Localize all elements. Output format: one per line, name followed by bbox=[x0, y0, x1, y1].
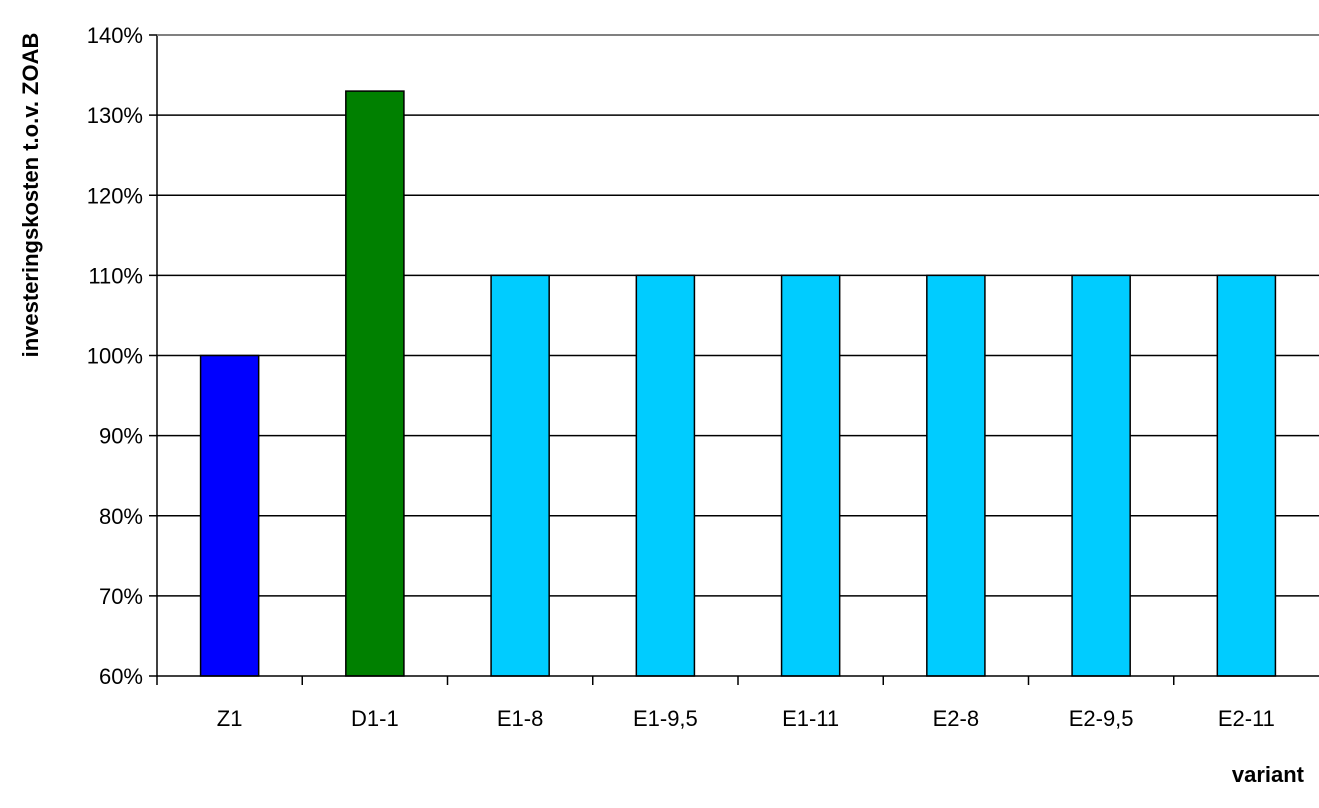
y-tick-label: 140% bbox=[87, 23, 143, 48]
bar-E2-11 bbox=[1216, 274, 1277, 677]
bar-E2-9,5 bbox=[1071, 274, 1131, 677]
y-tick-label: 60% bbox=[99, 664, 143, 689]
y-tick-label: 70% bbox=[99, 584, 143, 609]
x-tick-label: Z1 bbox=[217, 706, 243, 731]
y-axis-title: investeringskosten t.o.v. ZOAB bbox=[18, 33, 43, 358]
bar-E1-9,5 bbox=[635, 274, 696, 677]
y-tick-label: 100% bbox=[87, 344, 143, 369]
x-axis-title: variant bbox=[1232, 762, 1305, 787]
bar-Z1 bbox=[199, 354, 260, 677]
y-tick-label: 110% bbox=[88, 263, 143, 288]
gridlines bbox=[157, 34, 1319, 597]
y-tick-label: 80% bbox=[99, 504, 143, 529]
bar-D1-1 bbox=[345, 90, 405, 677]
y-tick-label: 130% bbox=[87, 103, 143, 128]
bar-E2-8 bbox=[926, 274, 986, 677]
x-tick-label: E1-9,5 bbox=[633, 706, 698, 731]
x-tick-label: E2-8 bbox=[933, 706, 979, 731]
x-tick-label: D1-1 bbox=[351, 706, 399, 731]
x-tick-labels: Z1 D1-1 E1-8 E1-9,5 E1-11 E2-8 E2-9,5 E2-11 bbox=[217, 706, 1275, 731]
y-tick-labels: 60% 70% 80% 90% 100% 110% 120% 130% 140% bbox=[87, 23, 143, 689]
x-tick-label: E2-9,5 bbox=[1069, 706, 1134, 731]
y-tick-label: 120% bbox=[87, 183, 143, 208]
bar-E1-11 bbox=[780, 274, 841, 677]
x-tick-label: E1-11 bbox=[782, 706, 839, 731]
axes bbox=[149, 34, 1319, 685]
y-tick-label: 90% bbox=[99, 424, 143, 449]
x-tick-label: E1-8 bbox=[497, 706, 543, 731]
x-tick-label: E2-11 bbox=[1218, 706, 1275, 731]
bars bbox=[199, 90, 1277, 677]
bar-E1-8 bbox=[490, 274, 550, 677]
